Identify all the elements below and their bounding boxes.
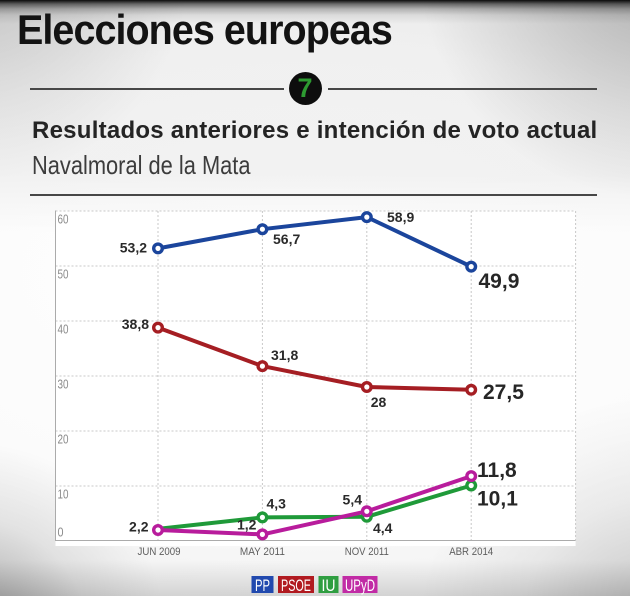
svg-text:2,2: 2,2 xyxy=(129,519,149,535)
svg-text:60: 60 xyxy=(58,212,69,227)
svg-text:58,9: 58,9 xyxy=(387,209,414,225)
svg-text:ABR 2014: ABR 2014 xyxy=(449,546,493,558)
svg-text:NOV 2011: NOV 2011 xyxy=(345,546,389,558)
svg-text:10: 10 xyxy=(58,487,69,502)
svg-text:10,1: 10,1 xyxy=(477,488,518,511)
svg-text:20: 20 xyxy=(58,432,69,447)
svg-text:4,4: 4,4 xyxy=(373,520,393,536)
svg-text:50: 50 xyxy=(58,267,69,282)
svg-text:27,5: 27,5 xyxy=(483,381,524,404)
svg-text:0: 0 xyxy=(58,525,64,540)
svg-text:PP: PP xyxy=(255,577,270,595)
svg-text:56,7: 56,7 xyxy=(273,231,300,247)
svg-text:49,9: 49,9 xyxy=(479,270,520,293)
svg-text:53,2: 53,2 xyxy=(120,240,147,256)
svg-text:28: 28 xyxy=(371,394,387,410)
svg-text:PSOE: PSOE xyxy=(281,577,311,595)
svg-text:4,3: 4,3 xyxy=(267,496,287,512)
svg-text:JUN 2009: JUN 2009 xyxy=(138,546,181,558)
svg-text:31,8: 31,8 xyxy=(271,347,298,363)
svg-text:38,8: 38,8 xyxy=(122,316,149,332)
svg-text:40: 40 xyxy=(58,322,69,337)
svg-text:MAY 2011: MAY 2011 xyxy=(240,546,285,558)
svg-text:UPyD: UPyD xyxy=(345,577,375,595)
svg-text:1,2: 1,2 xyxy=(237,517,257,533)
svg-text:30: 30 xyxy=(58,377,69,392)
svg-text:5,4: 5,4 xyxy=(343,492,363,508)
svg-text:IU: IU xyxy=(322,577,336,595)
svg-text:11,8: 11,8 xyxy=(477,459,517,482)
